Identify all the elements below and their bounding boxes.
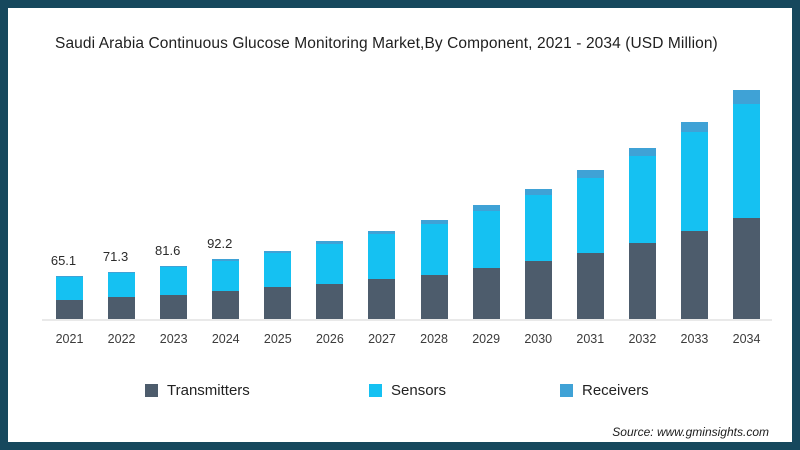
x-axis-label-2023: 2023 bbox=[159, 332, 188, 346]
segment-transmitters-2023[interactable] bbox=[160, 294, 188, 319]
x-axis-label-2030: 2030 bbox=[524, 332, 553, 346]
segment-sensors-2024[interactable] bbox=[212, 260, 240, 292]
segment-receivers-2030[interactable] bbox=[524, 188, 552, 196]
segment-sensors-2033[interactable] bbox=[680, 131, 708, 232]
legend-item-sensors[interactable]: Sensors bbox=[369, 382, 446, 399]
segment-sensors-2022[interactable] bbox=[108, 273, 136, 298]
segment-receivers-2029[interactable] bbox=[472, 204, 500, 211]
bar-2027[interactable] bbox=[368, 230, 396, 319]
segment-transmitters-2031[interactable] bbox=[576, 252, 604, 319]
bar-2032[interactable] bbox=[628, 148, 656, 319]
segment-transmitters-2022[interactable] bbox=[108, 297, 136, 319]
segment-sensors-2021[interactable] bbox=[56, 277, 83, 300]
bar-2022[interactable] bbox=[108, 272, 136, 319]
segment-transmitters-2032[interactable] bbox=[628, 242, 656, 319]
segment-receivers-2021[interactable] bbox=[56, 276, 83, 278]
segment-transmitters-2025[interactable] bbox=[264, 287, 292, 319]
x-axis-label-2022: 2022 bbox=[107, 332, 136, 346]
bar-2031[interactable] bbox=[576, 170, 604, 319]
segment-receivers-2022[interactable] bbox=[108, 272, 136, 274]
x-axis-label-2025: 2025 bbox=[263, 332, 292, 346]
segment-sensors-2031[interactable] bbox=[576, 178, 604, 253]
chart-title: Saudi Arabia Continuous Glucose Monitori… bbox=[55, 35, 718, 52]
segment-receivers-2023[interactable] bbox=[160, 265, 188, 268]
bar-2028[interactable] bbox=[420, 219, 448, 319]
x-axis-label-2026: 2026 bbox=[315, 332, 344, 346]
bar-2029[interactable] bbox=[472, 204, 500, 319]
legend-item-receivers[interactable]: Receivers bbox=[560, 382, 649, 399]
x-axis-label-2027: 2027 bbox=[368, 332, 396, 346]
bar-2026[interactable] bbox=[316, 241, 344, 319]
segment-receivers-2028[interactable] bbox=[420, 219, 448, 224]
segment-receivers-2027[interactable] bbox=[368, 230, 396, 234]
segment-transmitters-2026[interactable] bbox=[316, 283, 344, 319]
transmitters-swatch-icon bbox=[145, 384, 158, 397]
data-label-2024: 92.2 bbox=[207, 235, 233, 251]
segment-receivers-2032[interactable] bbox=[628, 148, 656, 157]
data-label-2023: 81.6 bbox=[155, 242, 181, 258]
segment-sensors-2023[interactable] bbox=[160, 267, 188, 295]
legend-label-receivers: Receivers bbox=[582, 382, 649, 399]
segment-transmitters-2027[interactable] bbox=[368, 278, 396, 319]
source-text: Source: www.gminsights.com bbox=[612, 425, 769, 439]
segment-transmitters-2021[interactable] bbox=[56, 299, 83, 319]
segment-transmitters-2034[interactable] bbox=[733, 217, 761, 319]
plot-area: 2021 65.1 2022 71.3 2023 81.6 2024 92.2 2025 2026… bbox=[42, 64, 772, 346]
segment-sensors-2028[interactable] bbox=[420, 223, 448, 275]
x-axis-label-2034: 2034 bbox=[732, 332, 761, 346]
x-axis-label-2033: 2033 bbox=[680, 332, 709, 346]
segment-transmitters-2029[interactable] bbox=[472, 267, 500, 319]
segment-sensors-2030[interactable] bbox=[524, 195, 552, 261]
segment-receivers-2034[interactable] bbox=[733, 89, 761, 104]
bar-2021[interactable] bbox=[56, 276, 83, 319]
x-axis-label-2032: 2032 bbox=[628, 332, 657, 346]
segment-receivers-2033[interactable] bbox=[680, 121, 708, 132]
segment-sensors-2032[interactable] bbox=[628, 156, 656, 243]
segment-sensors-2026[interactable] bbox=[316, 243, 344, 284]
segment-transmitters-2024[interactable] bbox=[212, 291, 240, 319]
bar-2024[interactable] bbox=[212, 258, 240, 319]
sensors-swatch-icon bbox=[369, 384, 382, 397]
bar-2034[interactable] bbox=[733, 89, 761, 319]
x-axis-label-2031: 2031 bbox=[576, 332, 605, 346]
segment-transmitters-2033[interactable] bbox=[680, 231, 708, 319]
x-axis-label-2029: 2029 bbox=[472, 332, 501, 346]
segment-receivers-2025[interactable] bbox=[264, 250, 292, 253]
bar-2030[interactable] bbox=[524, 188, 552, 319]
segment-sensors-2029[interactable] bbox=[472, 210, 500, 268]
segment-receivers-2031[interactable] bbox=[576, 170, 604, 179]
segment-sensors-2034[interactable] bbox=[733, 103, 761, 218]
x-axis-label-2024: 2024 bbox=[211, 332, 240, 346]
bar-2025[interactable] bbox=[264, 250, 292, 319]
legend-item-transmitters[interactable]: Transmitters bbox=[145, 382, 250, 399]
bar-2023[interactable] bbox=[160, 265, 188, 319]
segment-receivers-2026[interactable] bbox=[316, 241, 344, 244]
segment-sensors-2025[interactable] bbox=[264, 252, 292, 288]
legend-label-sensors: Sensors bbox=[391, 382, 447, 399]
x-axis-label-2028: 2028 bbox=[420, 332, 448, 346]
data-label-2022: 71.3 bbox=[102, 249, 129, 265]
data-label-2021: 65.1 bbox=[50, 253, 77, 269]
segment-transmitters-2028[interactable] bbox=[420, 274, 448, 319]
x-axis-label-2021: 2021 bbox=[55, 332, 84, 346]
bar-2033[interactable] bbox=[680, 121, 708, 319]
segment-sensors-2027[interactable] bbox=[368, 233, 396, 279]
legend-label-transmitters: Transmitters bbox=[167, 382, 250, 399]
segment-receivers-2024[interactable] bbox=[212, 258, 240, 261]
segment-transmitters-2030[interactable] bbox=[524, 260, 552, 319]
receivers-swatch-icon bbox=[560, 384, 573, 397]
